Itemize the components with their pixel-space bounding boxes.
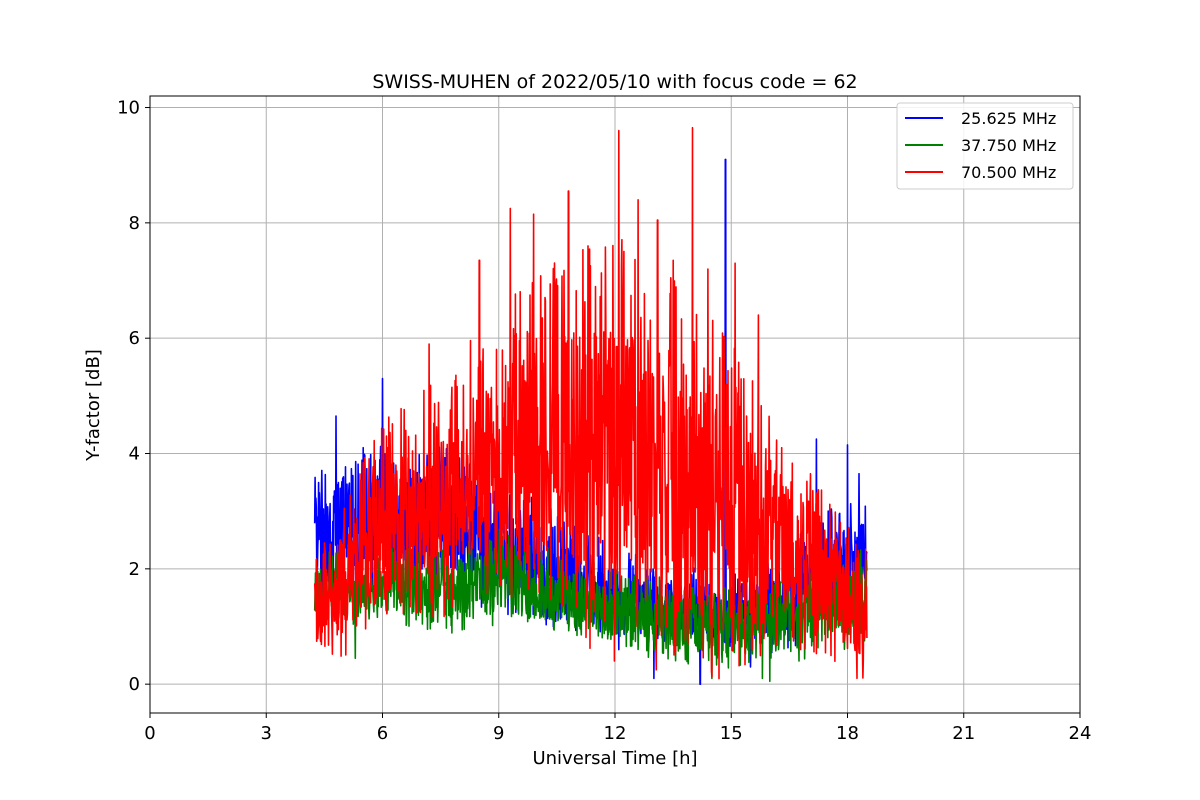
series-line-3: [313, 126, 868, 680]
x-tick-label: 18: [836, 723, 859, 744]
y-tick-label: 8: [129, 213, 140, 234]
x-tick-label: 6: [377, 723, 388, 744]
legend-frame: [896, 102, 1074, 190]
x-tick-label: 12: [604, 723, 627, 744]
x-tick-label: 21: [952, 723, 975, 744]
legend-label-1: 25.625 MHz: [961, 109, 1056, 128]
x-tick-label: 15: [720, 723, 743, 744]
legend: 25.625 MHz 37.750 MHz 70.500 MHz: [896, 102, 1074, 190]
x-axis-label: Universal Time [h]: [532, 748, 697, 769]
series-layer: [313, 126, 868, 686]
legend-label-2: 37.750 MHz: [961, 136, 1056, 155]
y-tick-label: 2: [129, 559, 140, 580]
legend-label-3: 70.500 MHz: [961, 163, 1056, 182]
y-axis-label: Y-factor [dB]: [83, 349, 104, 462]
y-tick-label: 10: [117, 98, 140, 119]
y-tick-label: 0: [129, 674, 140, 695]
y-axis: 0 2 4 6 8 10: [117, 98, 150, 695]
chart-title: SWISS-MUHEN of 2022/05/10 with focus cod…: [372, 71, 857, 93]
y-tick-label: 6: [129, 328, 140, 349]
x-tick-label: 9: [493, 723, 504, 744]
y-tick-label: 4: [129, 444, 140, 465]
x-axis: 0 3 6 9 12 15 18 21 24: [144, 713, 1091, 744]
x-tick-label: 24: [1069, 723, 1092, 744]
x-tick-label: 3: [261, 723, 272, 744]
x-tick-label: 0: [144, 723, 155, 744]
